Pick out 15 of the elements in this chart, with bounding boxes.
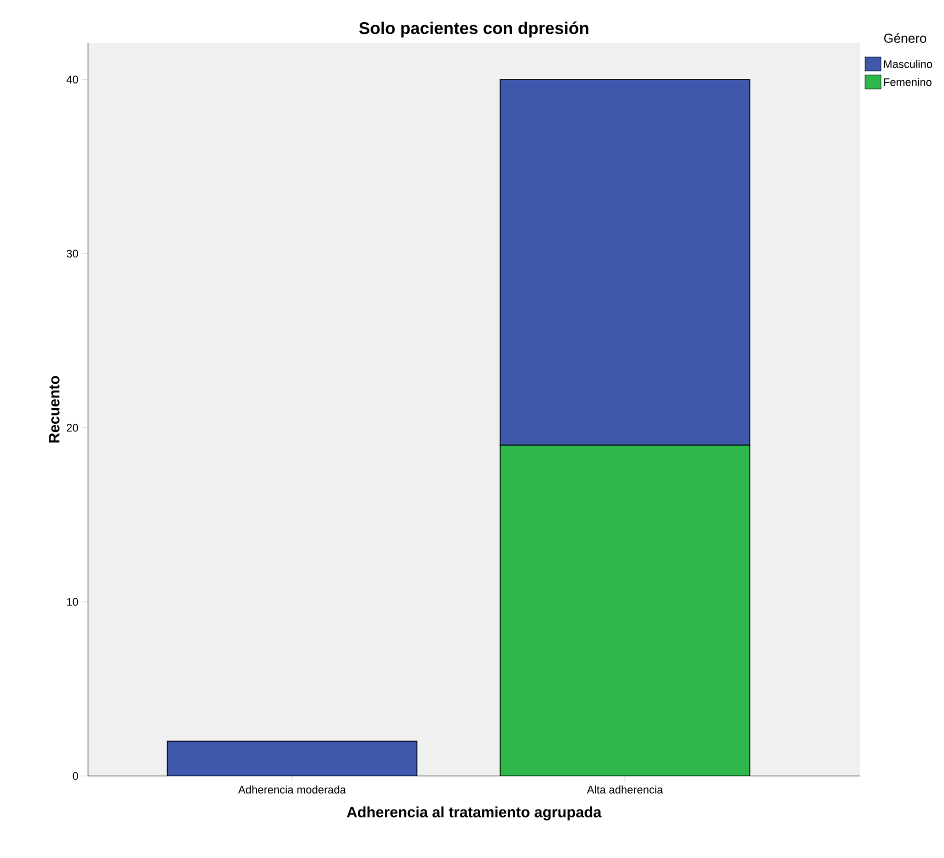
x-axis-title: Adherencia al tratamiento agrupada [346,806,602,820]
x-tick-label: Alta adherencia [586,786,664,794]
y-tick-label: 10 [67,598,78,606]
chart-title: Solo pacientes con dpresión [359,22,588,38]
y-axis-title: Recuento [49,376,60,443]
y-tick-label: 20 [66,424,78,432]
y-tick-label: 0 [72,772,78,780]
x-tick-label: Adherencia moderada [238,786,346,794]
legend-label: Masculino [884,60,932,68]
y-tick-label: 40 [66,76,78,84]
legend-title: Género [884,33,926,43]
y-tick-label: 30 [66,250,78,258]
bar [166,740,418,776]
bar [500,79,750,446]
legend-label: Femenino [884,78,932,86]
